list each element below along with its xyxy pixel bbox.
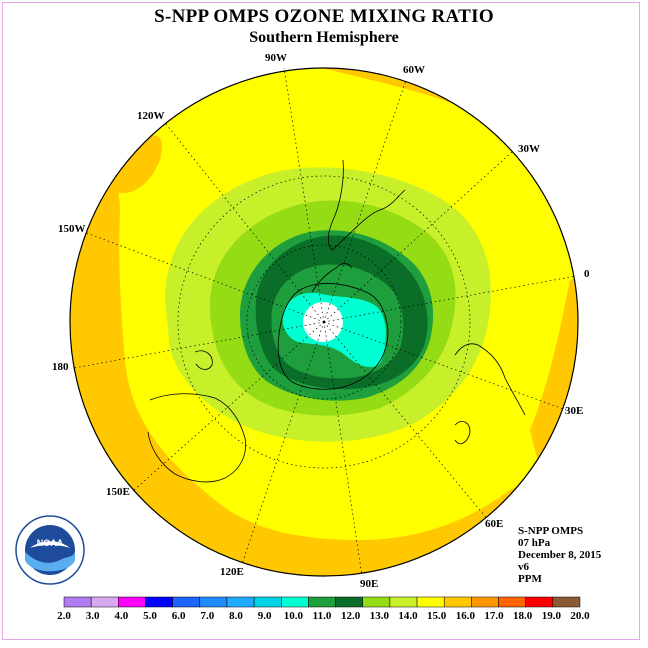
- colorbar-swatch: [145, 596, 173, 608]
- noaa-logo-text: NOAA: [37, 538, 64, 548]
- coastlines: [147, 159, 526, 483]
- colorbar-label: 2.0: [57, 610, 71, 622]
- colorbar-swatch: [281, 596, 309, 608]
- colorbar-label: 4.0: [114, 610, 128, 622]
- colorbar-swatch: [308, 596, 336, 608]
- ozone-level-16-west: [70, 170, 578, 576]
- graticule: [73, 67, 577, 577]
- lon-label-120w: 120W: [137, 110, 165, 122]
- meridian-150e: [133, 321, 325, 491]
- lon-label-90e: 90E: [360, 578, 378, 590]
- colorbar-label: 11.0: [313, 610, 332, 622]
- colorbar-label: 3.0: [86, 610, 100, 622]
- colorbar-swatch: [199, 596, 228, 608]
- colorbar-label: 18.0: [513, 610, 533, 622]
- lon-label-30w: 30W: [518, 143, 540, 155]
- info-block: S-NPP OMPS 07 hPa December 8, 2015 v6 PP…: [518, 525, 601, 585]
- colorbar-label: 15.0: [427, 610, 447, 622]
- colorbar-label: 20.0: [570, 610, 590, 622]
- lon-label-90w: 90W: [265, 52, 287, 64]
- colorbar-swatch: [226, 596, 255, 608]
- colorbar-label: 8.0: [229, 610, 243, 622]
- colorbar-label: 16.0: [456, 610, 476, 622]
- map-subtitle: Southern Hemisphere: [249, 29, 399, 46]
- colorbar-swatch: [525, 596, 554, 608]
- colorbar-label: 17.0: [484, 610, 504, 622]
- ozone-field: [70, 68, 578, 576]
- colorbar-label: 10.0: [284, 610, 304, 622]
- meridian-120e: [241, 321, 325, 565]
- coast-south-america: [327, 159, 406, 251]
- colorbar-swatch: [498, 596, 526, 608]
- coast-africa: [454, 343, 526, 416]
- info-date: December 8, 2015: [518, 549, 602, 561]
- colorbar-swatch: [416, 596, 445, 608]
- lon-label-150e: 150E: [106, 486, 130, 498]
- colorbar-label: 12.0: [341, 610, 361, 622]
- colorbar-swatch: [63, 596, 92, 608]
- colorbar-swatch: [471, 596, 499, 608]
- colorbar-label: 5.0: [143, 610, 157, 622]
- lon-label-180: 180: [52, 361, 69, 373]
- colorbar-label: 19.0: [542, 610, 562, 622]
- map-boundary: [69, 67, 579, 577]
- colorbar: 2.0 3.0 4.0 5.0 6.0 7.0 8.0 9.0 10.0 11.0 12.0 13.0…: [57, 596, 590, 622]
- map-title: S-NPP OMPS OZONE MIXING RATIO: [154, 6, 494, 27]
- colorbar-swatch: [389, 596, 418, 608]
- meridian-30w: [323, 151, 513, 323]
- colorbar-label: 9.0: [258, 610, 272, 622]
- info-units: PPM: [518, 573, 542, 585]
- colorbar-swatch: [253, 596, 282, 608]
- meridian-120w: [165, 123, 325, 323]
- colorbar-label: 6.0: [172, 610, 186, 622]
- colorbar-label: 13.0: [370, 610, 390, 622]
- colorbar-swatch: [443, 596, 472, 608]
- lon-label-60w: 60W: [403, 64, 425, 76]
- colorbar-swatch: [362, 596, 391, 608]
- lon-label-30e: 30E: [565, 405, 583, 417]
- lat-circle-60s: [246, 244, 402, 400]
- colorbar-label: 14.0: [398, 610, 418, 622]
- colorbar-swatch: [90, 596, 119, 608]
- longitude-labels: 90W 60W 30W 0 30E 60E 90E 120E 150E 180 …: [52, 52, 590, 590]
- lon-label-120e: 120E: [220, 566, 244, 578]
- coast-new-zealand: [194, 350, 213, 370]
- colorbar-swatch: [172, 596, 201, 608]
- ozone-level-16-north: [110, 135, 162, 194]
- meridian-180: [73, 321, 325, 369]
- coast-antarctica: [277, 283, 389, 390]
- noaa-logo: NOAA: [15, 515, 85, 585]
- lon-label-0: 0: [584, 268, 590, 280]
- meridian-60w: [323, 79, 407, 323]
- colorbar-swatch: [118, 596, 146, 608]
- lat-circle-30s: [177, 175, 471, 469]
- ozone-level-16-east: [530, 270, 578, 470]
- lon-label-150w: 150W: [58, 223, 86, 235]
- coast-madagascar: [454, 421, 471, 445]
- coast-australia: [147, 393, 247, 483]
- info-instrument: S-NPP OMPS: [518, 525, 584, 537]
- colorbar-swatch: [335, 596, 363, 608]
- lon-label-60e: 60E: [485, 518, 503, 530]
- info-version: v6: [518, 561, 529, 573]
- info-pressure: 07 hPa: [518, 537, 551, 549]
- colorbar-swatch: [552, 596, 581, 608]
- colorbar-label: 7.0: [200, 610, 214, 622]
- plot-frame: [2, 2, 640, 640]
